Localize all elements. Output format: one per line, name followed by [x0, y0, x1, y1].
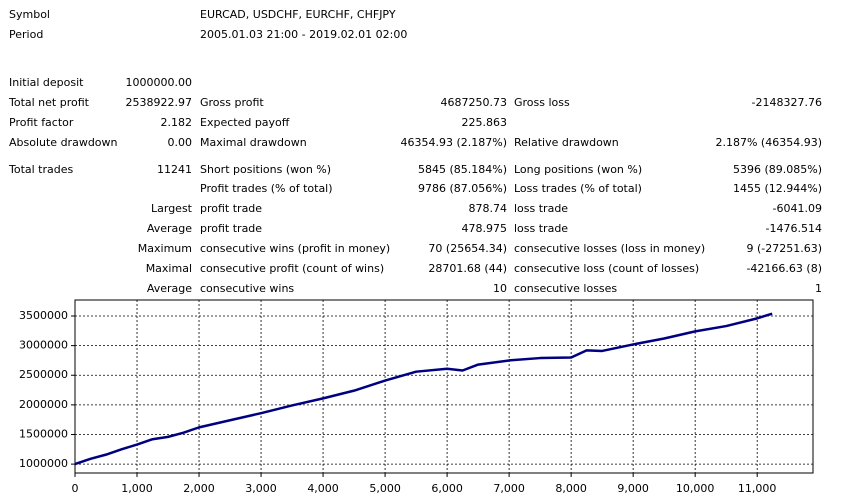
report-label: loss trade — [514, 222, 568, 235]
report-value: 5845 (85.184%) — [418, 163, 507, 176]
report-value: 2.182 — [161, 116, 193, 129]
report-value: 5396 (89.085%) — [733, 163, 822, 176]
x-tick-label: 8,000 — [555, 482, 587, 495]
report-value: 2.187% (46354.93) — [715, 136, 822, 149]
report-label: Gross loss — [514, 96, 570, 109]
x-tick-label: 10,000 — [676, 482, 715, 495]
x-tick-label: 7,000 — [493, 482, 525, 495]
x-tick-label: 1,000 — [121, 482, 153, 495]
x-tick-label: 9,000 — [617, 482, 649, 495]
report-label: Maximal drawdown — [200, 136, 307, 149]
x-tick-label: 3,000 — [245, 482, 277, 495]
report-label: Short positions (won %) — [200, 163, 331, 176]
report-label: Long positions (won %) — [514, 163, 642, 176]
report-label: Loss trades (% of total) — [514, 182, 642, 195]
report-value: 9786 (87.056%) — [418, 182, 507, 195]
report-value: -42166.63 (8) — [746, 262, 822, 275]
report-label: profit trade — [200, 202, 262, 215]
x-tick-label: 2,000 — [183, 482, 215, 495]
report-label: consecutive profit (count of wins) — [200, 262, 384, 275]
report-label: loss trade — [514, 202, 568, 215]
report-value: Largest — [151, 202, 193, 215]
report-label: Relative drawdown — [514, 136, 619, 149]
report-value: Average — [147, 222, 192, 235]
report-value: Average — [147, 282, 192, 295]
x-tick-label: 6,000 — [431, 482, 463, 495]
report-value: 28701.68 (44) — [428, 262, 507, 275]
report-label: consecutive wins — [200, 282, 294, 295]
report-value: 225.863 — [462, 116, 508, 129]
report-value: 2538922.97 — [126, 96, 192, 109]
report-value: -6041.09 — [773, 202, 822, 215]
report-label: Symbol — [9, 8, 50, 21]
report-value: Maximum — [138, 242, 192, 255]
report-label: Initial deposit — [9, 76, 84, 89]
report-value: 4687250.73 — [441, 96, 507, 109]
report-value: 1000000.00 — [126, 76, 192, 89]
report-value: 878.74 — [469, 202, 508, 215]
report-label: Absolute drawdown — [9, 136, 118, 149]
report-label: Period — [9, 28, 43, 41]
report-value: 11241 — [157, 163, 192, 176]
report-label: profit trade — [200, 222, 262, 235]
report-value: 9 (-27251.63) — [746, 242, 822, 255]
report-value: 1 — [815, 282, 822, 295]
x-tick-label: 0 — [72, 482, 79, 495]
y-tick-label: 3500000 — [19, 309, 68, 322]
report-value: -1476.514 — [766, 222, 822, 235]
y-tick-label: 1500000 — [19, 427, 68, 440]
report-label: consecutive wins (profit in money) — [200, 242, 390, 255]
plot-frame — [74, 299, 814, 474]
report-label: consecutive loss (count of losses) — [514, 262, 699, 275]
report-label: Profit factor — [9, 116, 74, 129]
equity-line — [74, 312, 773, 466]
report-value: 478.975 — [462, 222, 508, 235]
report-value: Maximal — [146, 262, 192, 275]
report-value: -2148327.76 — [752, 96, 822, 109]
report-value: 70 (25654.34) — [428, 242, 507, 255]
x-tick-label: 4,000 — [307, 482, 339, 495]
x-tick-label: 11,000 — [738, 482, 777, 495]
report-label: 2005.01.03 21:00 - 2019.02.01 02:00 — [200, 28, 407, 41]
y-tick-label: 2000000 — [19, 398, 68, 411]
report-label: consecutive losses (loss in money) — [514, 242, 705, 255]
report-label: Total net profit — [8, 96, 90, 109]
report-label: Gross profit — [200, 96, 264, 109]
report-value: 46354.93 (2.187%) — [400, 136, 507, 149]
y-tick-label: 3000000 — [19, 339, 68, 352]
report-value: 1455 (12.944%) — [733, 182, 822, 195]
report-label: Expected payoff — [200, 116, 290, 129]
report-value: 10 — [493, 282, 507, 295]
report-label: consecutive losses — [514, 282, 617, 295]
y-tick-label: 1000000 — [19, 457, 68, 470]
y-tick-label: 2500000 — [19, 368, 68, 381]
x-tick-label: 5,000 — [369, 482, 401, 495]
report-label: EURCAD, USDCHF, EURCHF, CHFJPY — [200, 8, 396, 21]
report-value: 0.00 — [168, 136, 193, 149]
report-label: Profit trades (% of total) — [200, 182, 333, 195]
report-label: Total trades — [8, 163, 74, 176]
